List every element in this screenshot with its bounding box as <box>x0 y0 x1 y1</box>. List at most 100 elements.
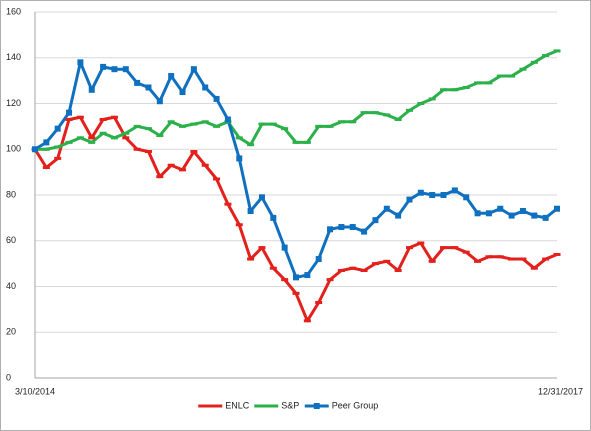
marker <box>394 118 402 122</box>
marker <box>395 212 402 219</box>
marker <box>553 252 561 256</box>
marker <box>361 228 368 235</box>
marker <box>262 404 270 408</box>
marker <box>269 122 277 126</box>
marker <box>337 268 345 272</box>
marker <box>508 74 516 78</box>
marker <box>110 115 118 119</box>
marker <box>99 118 107 122</box>
marker <box>451 246 459 250</box>
marker <box>542 53 550 57</box>
marker <box>496 255 504 259</box>
marker <box>462 85 470 89</box>
marker <box>474 81 482 85</box>
marker <box>236 155 243 162</box>
marker <box>530 60 538 64</box>
marker <box>122 66 129 73</box>
marker <box>519 257 527 261</box>
marker <box>474 210 481 217</box>
marker <box>156 175 164 179</box>
marker <box>451 187 458 194</box>
marker <box>224 202 232 206</box>
marker <box>133 124 141 128</box>
y-tick-label: 60 <box>6 235 16 245</box>
marker <box>383 259 391 263</box>
marker <box>303 140 311 144</box>
marker <box>405 246 413 250</box>
legend-label: S&P <box>281 400 299 410</box>
marker <box>349 266 357 270</box>
marker <box>315 256 322 263</box>
marker <box>65 140 73 144</box>
marker <box>179 168 187 172</box>
y-tick-label: 120 <box>6 98 21 108</box>
marker <box>122 136 130 140</box>
marker <box>190 122 198 126</box>
x-tick-label: 12/31/2017 <box>538 386 583 396</box>
marker <box>76 136 84 140</box>
marker <box>429 192 436 198</box>
marker <box>133 147 141 151</box>
marker <box>417 102 425 105</box>
marker <box>394 268 402 272</box>
marker <box>43 139 50 146</box>
marker <box>202 84 209 91</box>
marker <box>485 210 492 217</box>
marker <box>179 89 186 96</box>
marker <box>54 156 62 160</box>
marker <box>235 223 243 227</box>
marker <box>337 120 345 124</box>
marker <box>327 226 334 233</box>
marker <box>451 88 459 92</box>
marker <box>508 212 515 219</box>
marker <box>201 120 209 124</box>
marker <box>530 266 538 270</box>
marker <box>66 109 73 116</box>
marker <box>190 66 197 73</box>
marker <box>213 124 221 128</box>
marker <box>110 136 118 140</box>
marker <box>485 255 493 259</box>
marker <box>440 88 448 92</box>
marker <box>508 257 516 261</box>
y-tick-label: 140 <box>6 52 21 62</box>
marker <box>338 224 345 231</box>
marker <box>371 262 379 266</box>
marker <box>100 63 107 70</box>
marker <box>303 319 311 323</box>
marker <box>485 81 493 85</box>
marker <box>281 244 288 251</box>
marker <box>144 127 152 131</box>
marker <box>313 403 320 409</box>
y-tick-label: 40 <box>6 281 16 291</box>
marker <box>42 166 50 170</box>
marker <box>167 120 175 124</box>
marker <box>54 145 62 149</box>
marker <box>497 205 504 212</box>
marker <box>417 241 425 245</box>
marker <box>88 86 95 93</box>
legend-label: ENLC <box>225 400 250 410</box>
marker <box>156 134 164 138</box>
x-tick-label: 3/10/2014 <box>15 386 55 396</box>
marker <box>235 136 243 140</box>
marker <box>247 208 254 215</box>
marker <box>496 74 504 78</box>
marker <box>213 95 220 102</box>
marker <box>371 111 379 115</box>
marker <box>428 97 436 101</box>
marker <box>190 150 198 154</box>
marker <box>553 49 561 53</box>
marker <box>360 268 368 272</box>
marker <box>406 196 413 203</box>
marker <box>269 266 277 270</box>
marker <box>99 131 107 135</box>
marker <box>201 163 209 167</box>
marker <box>167 163 175 167</box>
marker <box>42 147 50 151</box>
marker <box>326 124 334 128</box>
marker <box>247 143 255 147</box>
marker <box>292 140 300 144</box>
marker <box>156 98 163 105</box>
marker <box>88 136 96 140</box>
